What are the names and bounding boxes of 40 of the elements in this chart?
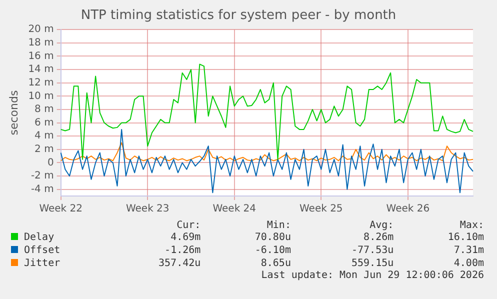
text: 7.31m bbox=[452, 244, 485, 257]
x-tick-label: Week 26 bbox=[386, 204, 430, 215]
y-tick-label: 8 m bbox=[34, 104, 54, 116]
y-axis-title: seconds bbox=[7, 90, 20, 136]
y-tick-label: 2 m bbox=[34, 144, 54, 155]
y-tick-label: 14 m bbox=[28, 64, 54, 76]
y-tick-label: -4 m bbox=[30, 184, 54, 195]
text: 8.65u bbox=[260, 257, 292, 270]
x-tick-label: Week 23 bbox=[126, 204, 170, 215]
legend-label: Offset bbox=[23, 245, 60, 256]
y-tick-label: 4 m bbox=[34, 130, 54, 142]
y-tick-label: 12 m bbox=[28, 77, 54, 88]
y-tick-label: 0 bbox=[47, 157, 54, 168]
x-tick-label: Week 22 bbox=[39, 204, 82, 215]
y-tick-label: 18 m bbox=[28, 38, 54, 49]
text: 4.69m bbox=[170, 231, 202, 244]
text: 559.15u bbox=[350, 257, 395, 270]
text: -1.26m bbox=[164, 244, 202, 257]
y-tick-label: 10 m bbox=[28, 90, 54, 102]
x-tick-label: Week 25 bbox=[299, 204, 343, 215]
text: 70.80u bbox=[254, 231, 292, 244]
text: Last update: Mon Jun 29 12:00:06 2026 bbox=[260, 270, 485, 281]
y-tick-label: 20 m bbox=[28, 24, 54, 36]
text: -77.53u bbox=[350, 244, 395, 257]
text: Avg: bbox=[368, 220, 395, 231]
text: Cur: bbox=[176, 220, 202, 231]
text: 16.10m bbox=[446, 231, 485, 244]
y-tick-label: 16 m bbox=[28, 50, 54, 62]
legend-label: Delay bbox=[23, 232, 54, 243]
text: 8.26m bbox=[362, 231, 395, 244]
legend-label: Jitter bbox=[23, 258, 60, 269]
y-tick-label: -2 m bbox=[30, 170, 54, 182]
text: Min: bbox=[266, 220, 292, 231]
y-tick-label: 6 m bbox=[34, 117, 54, 128]
text: 357.42u bbox=[158, 257, 202, 270]
x-tick-label: Week 24 bbox=[212, 204, 256, 215]
text: 4.00m bbox=[452, 257, 485, 270]
text: -6.10m bbox=[254, 244, 292, 257]
text: Max: bbox=[458, 220, 485, 231]
chart-title: NTP timing statistics for system peer - by month bbox=[80, 8, 396, 24]
